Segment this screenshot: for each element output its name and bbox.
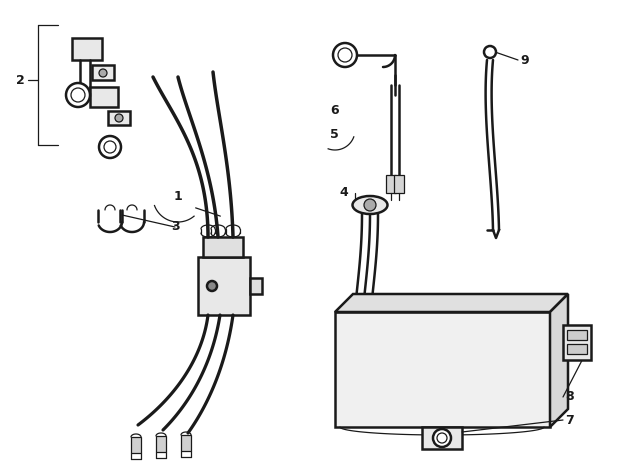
Bar [108,111,130,125]
Circle shape [437,433,447,443]
Circle shape [66,83,90,107]
Bar [131,437,141,453]
Bar [567,330,587,340]
Text: 3: 3 [171,220,179,234]
Text: 5: 5 [330,129,339,142]
Ellipse shape [353,196,387,214]
Circle shape [99,69,107,77]
Bar [563,325,591,360]
Bar [349,320,359,336]
Text: 6: 6 [330,104,339,116]
Circle shape [484,46,496,58]
Text: 9: 9 [520,54,529,67]
Bar [394,175,404,193]
Bar [90,87,118,107]
Bar [357,320,367,336]
Circle shape [71,88,85,102]
Circle shape [207,281,217,291]
Circle shape [333,43,357,67]
Circle shape [338,48,352,62]
Bar [250,278,262,294]
Circle shape [99,136,121,158]
Bar [422,427,462,449]
Text: 7: 7 [565,414,574,427]
Circle shape [433,429,451,447]
Bar [92,65,114,80]
Bar [156,436,166,452]
Bar [198,257,250,315]
Circle shape [104,141,116,153]
Bar [203,237,243,257]
Circle shape [364,199,376,211]
Bar [365,320,375,336]
Text: 8: 8 [565,390,574,403]
Bar [72,38,102,60]
Text: 2: 2 [15,74,24,86]
Bar [335,312,550,427]
Text: 1: 1 [174,190,182,203]
Bar [386,175,396,193]
Polygon shape [550,294,568,427]
Text: 4: 4 [339,187,348,200]
Polygon shape [335,294,568,312]
Bar [567,344,587,354]
Circle shape [115,114,123,122]
Bar [181,435,191,451]
